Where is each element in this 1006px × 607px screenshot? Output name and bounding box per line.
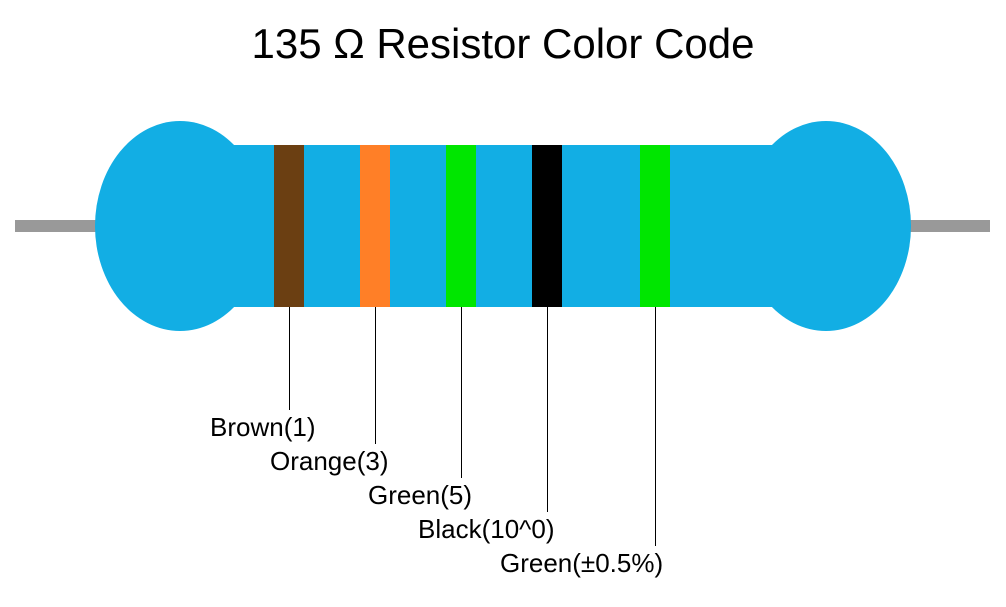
leader-3 xyxy=(461,307,462,478)
diagram-stage: 135 Ω Resistor Color Code Brown(1) Orang… xyxy=(0,0,1006,607)
band-2 xyxy=(360,145,390,307)
label-1: Brown(1) xyxy=(210,412,315,443)
leader-2 xyxy=(375,307,376,444)
diagram-title: 135 Ω Resistor Color Code xyxy=(0,20,1006,68)
band-5 xyxy=(640,145,670,307)
band-1 xyxy=(274,145,304,307)
label-3: Green(5) xyxy=(368,480,472,511)
leader-1 xyxy=(289,307,290,410)
leader-4 xyxy=(547,307,548,512)
label-2: Orange(3) xyxy=(270,446,389,477)
leader-5 xyxy=(655,307,656,546)
label-4: Black(10^0) xyxy=(418,514,554,545)
label-5: Green(±0.5%) xyxy=(500,548,663,579)
band-3 xyxy=(446,145,476,307)
band-4 xyxy=(532,145,562,307)
